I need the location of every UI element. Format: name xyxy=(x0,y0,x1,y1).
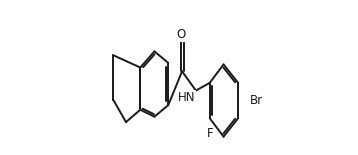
Text: O: O xyxy=(176,28,186,41)
Text: HN: HN xyxy=(178,91,195,104)
Text: Br: Br xyxy=(250,94,263,107)
Text: F: F xyxy=(207,127,213,140)
